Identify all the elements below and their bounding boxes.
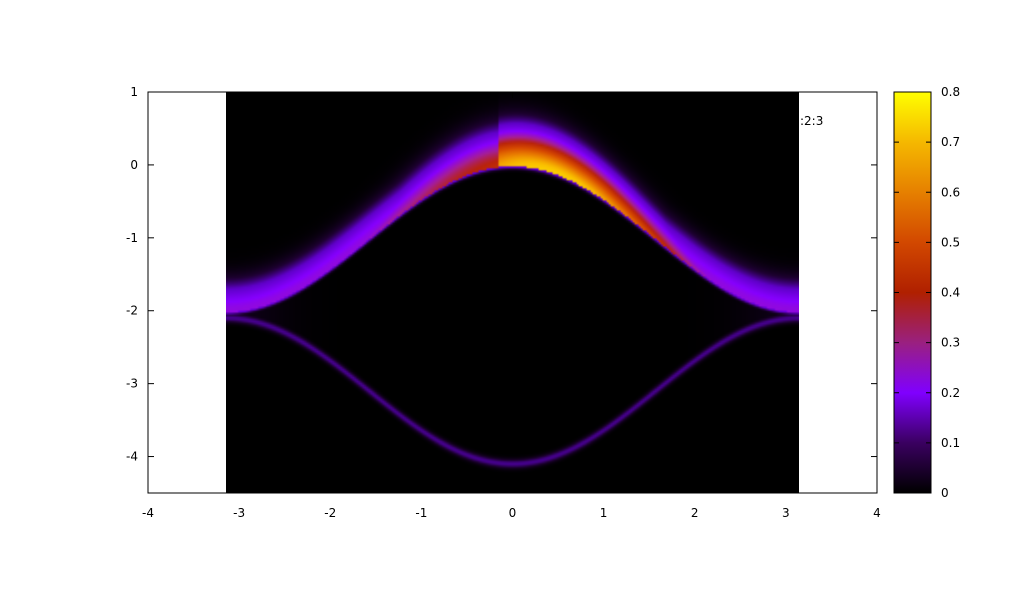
y-tick-label: -4	[126, 450, 138, 464]
y-tick-label: -1	[126, 231, 138, 245]
y-tick-label: 1	[130, 85, 138, 99]
colorbar-tick-label: 0.5	[941, 235, 960, 249]
x-tick-label: 0	[509, 506, 517, 520]
legend-label: :2:3	[800, 114, 823, 128]
colorbar-tick-label: 0.1	[941, 436, 960, 450]
colorbar	[894, 92, 931, 493]
x-tick-label: -2	[324, 506, 336, 520]
x-tick-label: -3	[233, 506, 245, 520]
y-tick-label: 0	[130, 158, 138, 172]
colorbar-tick-label: 0.2	[941, 386, 960, 400]
colorbar-tick-label: 0	[941, 486, 949, 500]
x-tick-label: 3	[782, 506, 790, 520]
heatmap-image	[226, 92, 799, 493]
x-tick-label: 4	[873, 506, 881, 520]
x-tick-label: 2	[691, 506, 699, 520]
x-axis: -4 -3 -2 -1 0 1 2 3 4	[142, 92, 881, 520]
y-axis: 1 0 -1 -2 -3 -4	[126, 85, 877, 464]
x-tick-label: 1	[600, 506, 608, 520]
colorbar-tick-label: 0.8	[941, 85, 960, 99]
colorbar-tick-label: 0.4	[941, 286, 960, 300]
y-tick-label: -3	[126, 377, 138, 391]
x-tick-label: -1	[415, 506, 427, 520]
y-tick-label: -2	[126, 304, 138, 318]
colorbar-tick-label: 0.3	[941, 336, 960, 350]
colorbar-tick-label: 0.6	[941, 185, 960, 199]
x-tick-label: -4	[142, 506, 154, 520]
colorbar-axis: 0 0.1 0.2 0.3 0.4 0.5 0.6 0.7 0.8	[894, 85, 960, 500]
colorbar-tick-label: 0.7	[941, 135, 960, 149]
